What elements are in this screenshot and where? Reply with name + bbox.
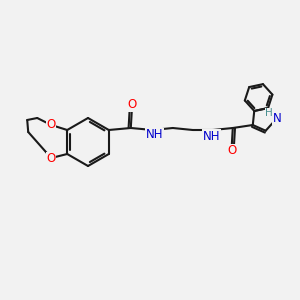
- Text: O: O: [227, 145, 236, 158]
- Text: O: O: [46, 152, 56, 166]
- Text: O: O: [127, 98, 136, 112]
- Text: H: H: [265, 108, 273, 118]
- Text: NH: NH: [203, 130, 220, 142]
- Text: O: O: [46, 118, 56, 130]
- Text: NH: NH: [146, 128, 164, 142]
- Text: N: N: [273, 112, 281, 125]
